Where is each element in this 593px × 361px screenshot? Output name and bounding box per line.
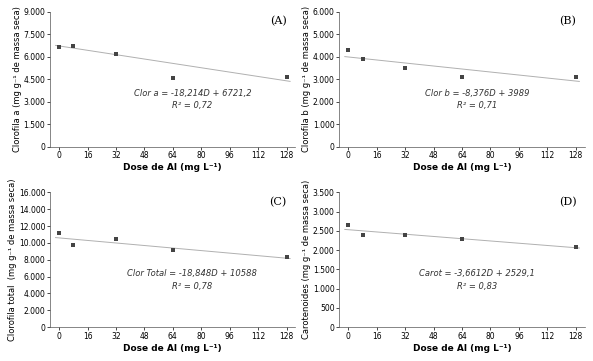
Point [282,254,291,260]
Text: Carot = -3,6612D + 2529,1
R² = 0,83: Carot = -3,6612D + 2529,1 R² = 0,83 [419,269,535,291]
Text: (A): (A) [270,16,286,26]
Point [358,56,367,62]
Y-axis label: Clorofila a (mg g⁻¹ de massa seca): Clorofila a (mg g⁻¹ de massa seca) [13,6,22,152]
Point [111,52,121,57]
X-axis label: Dose de Al (mg L⁻¹): Dose de Al (mg L⁻¹) [413,163,511,172]
Point [571,244,581,250]
Point [400,232,410,238]
Point [55,44,64,50]
Text: (B): (B) [559,16,576,26]
Point [168,75,177,81]
X-axis label: Dose de Al (mg L⁻¹): Dose de Al (mg L⁻¹) [123,163,222,172]
Point [282,74,291,80]
Point [69,242,78,247]
Y-axis label: Clorofila b (mg g⁻¹ de massa seca): Clorofila b (mg g⁻¹ de massa seca) [302,6,311,152]
Point [457,74,467,80]
Point [168,247,177,252]
Text: Clor b = -8,376D + 3989
R² = 0,71: Clor b = -8,376D + 3989 R² = 0,71 [425,89,529,110]
Point [69,43,78,49]
Text: Clor a = -18,214D + 6721,2
R² = 0,72: Clor a = -18,214D + 6721,2 R² = 0,72 [133,89,251,110]
Point [457,236,467,242]
Point [343,47,353,53]
Point [343,222,353,228]
Point [111,236,121,242]
Point [400,65,410,71]
X-axis label: Dose de Al (mg L⁻¹): Dose de Al (mg L⁻¹) [123,344,222,353]
Y-axis label: Carotenoides (mg g⁻¹ de massa seca): Carotenoides (mg g⁻¹ de massa seca) [302,180,311,339]
Text: Clor Total = -18,848D + 10588
R² = 0,78: Clor Total = -18,848D + 10588 R² = 0,78 [127,269,257,291]
Text: (C): (C) [270,197,287,207]
Point [358,232,367,238]
X-axis label: Dose de Al (mg L⁻¹): Dose de Al (mg L⁻¹) [413,344,511,353]
Text: (D): (D) [559,197,576,207]
Point [571,74,581,80]
Point [55,230,64,236]
Y-axis label: Clorofila total  (mg g⁻¹ de massa seca): Clorofila total (mg g⁻¹ de massa seca) [8,178,17,341]
